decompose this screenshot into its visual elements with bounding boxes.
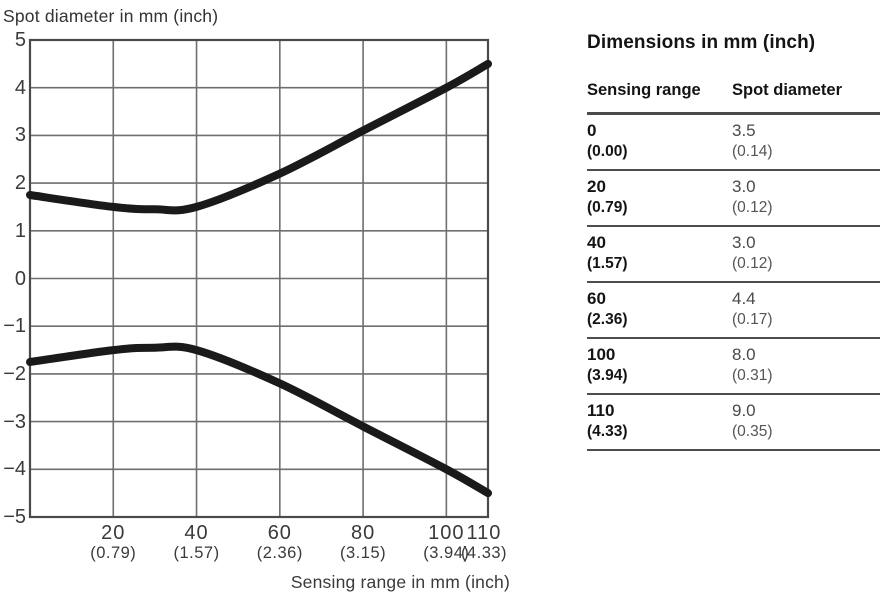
sensing-range-inch: (0.00): [587, 143, 628, 160]
sensing-range-inch: (3.94): [587, 367, 628, 384]
x-axis-title: Sensing range in mm (inch): [290, 572, 510, 592]
sensing-range-cell: 60 (2.36): [587, 288, 732, 337]
spot-diameter-cell: 8.0 (0.31): [732, 344, 880, 393]
spot-diameter-mm: 9.0: [732, 401, 756, 420]
table-header-row: Sensing range Spot diameter: [587, 80, 880, 115]
sensing-range-mm: 40: [587, 233, 606, 252]
sensing-range-mm: 20: [587, 177, 606, 196]
table-row: 110 (4.33) 9.0 (0.35): [587, 395, 880, 451]
y-axis-title: Spot diameter in mm (inch): [3, 6, 219, 26]
column-header-sensing-range: Sensing range: [587, 81, 701, 99]
sensing-range-inch: (0.79): [587, 199, 628, 216]
table-row: 20 (0.79) 3.0 (0.12): [587, 171, 880, 227]
spot-diameter-cell: 3.0 (0.12): [732, 232, 880, 281]
spot-diameter-mm: 8.0: [732, 345, 756, 364]
sensing-range-cell: 20 (0.79): [587, 176, 732, 225]
spot-diameter-inch: (0.17): [732, 311, 773, 328]
column-header-spot-diameter: Spot diameter: [732, 81, 843, 99]
spot-diameter-inch: (0.12): [732, 255, 773, 272]
table-title: Dimensions in mm (inch): [587, 32, 816, 53]
table-row: 40 (1.57) 3.0 (0.12): [587, 227, 880, 283]
spot-diameter-mm: 3.5: [732, 121, 756, 140]
sensing-range-cell: 40 (1.57): [587, 232, 732, 281]
spot-diameter-mm: 3.0: [732, 233, 756, 252]
sensing-range-mm: 0: [587, 121, 597, 140]
sensing-range-mm: 100: [587, 345, 616, 364]
spot-diameter-cell: 4.4 (0.17): [732, 288, 880, 337]
sensing-range-inch: (2.36): [587, 311, 628, 328]
spot-diameter-cell: 3.0 (0.12): [732, 176, 880, 225]
spot-diameter-inch: (0.31): [732, 367, 773, 384]
plot-border: [28, 38, 490, 519]
sensing-range-mm: 110: [587, 401, 615, 420]
spot-diameter-cell: 9.0 (0.35): [732, 400, 880, 449]
table-row: 60 (2.36) 4.4 (0.17): [587, 283, 880, 339]
sensing-range-inch: (1.57): [587, 255, 628, 272]
sensing-range-cell: 0 (0.00): [587, 120, 732, 169]
sensing-range-cell: 110 (4.33): [587, 400, 732, 449]
spot-diameter-inch: (0.14): [732, 143, 773, 160]
spot-curve-upper: [26, 59, 492, 215]
spot-curve-lower: [26, 342, 492, 498]
table-row: 100 (3.94) 8.0 (0.31): [587, 339, 880, 395]
sensing-range-cell: 100 (3.94): [587, 344, 732, 393]
dimensions-table: Dimensions in mm (inch) Sensing range Sp…: [587, 32, 880, 451]
spot-diameter-inch: (0.12): [732, 199, 773, 216]
sensing-range-inch: (4.33): [587, 423, 628, 440]
sensing-range-mm: 60: [587, 289, 606, 308]
table-row: 0 (0.00) 3.5 (0.14): [587, 115, 880, 171]
spot-diameter-mm: 3.0: [732, 177, 756, 196]
spot-diameter-mm: 4.4: [732, 289, 756, 308]
spot-diameter-inch: (0.35): [732, 423, 773, 440]
spot-diameter-cell: 3.5 (0.14): [732, 120, 880, 169]
